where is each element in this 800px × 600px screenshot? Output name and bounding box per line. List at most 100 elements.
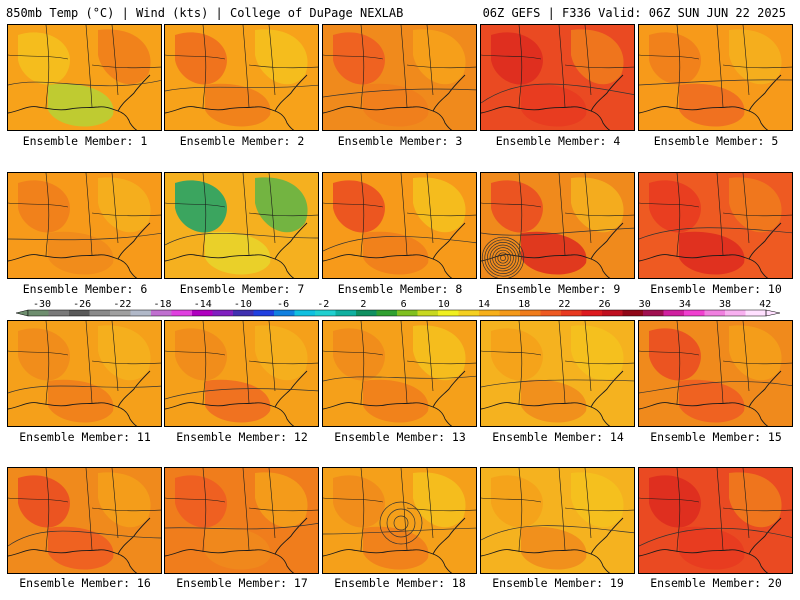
temperature-contour-fill — [521, 231, 587, 275]
coastline — [748, 222, 782, 260]
map-title: 850mb Temp (°C) | Wind (kts) | College o… — [6, 6, 404, 20]
state-border — [91, 64, 161, 69]
pressure-contour — [165, 233, 318, 246]
ensemble-member-map — [7, 467, 162, 574]
state-border — [639, 350, 700, 356]
ensemble-member-label: Ensemble Member: 8 — [337, 282, 463, 296]
colorbar-swatch — [274, 310, 295, 316]
ensemble-member-label: Ensemble Member: 9 — [495, 282, 621, 296]
colorbar-swatch — [499, 310, 521, 316]
coastline — [8, 549, 138, 573]
state-border — [558, 25, 566, 108]
state-border — [165, 350, 226, 356]
state-border — [111, 321, 119, 392]
state-border — [91, 507, 161, 512]
colorbar-swatch — [417, 310, 439, 316]
ensemble-member-map — [164, 467, 319, 574]
pressure-contour — [323, 236, 476, 252]
coastline — [274, 222, 308, 260]
ensemble-member-label: Ensemble Member: 20 — [650, 576, 782, 590]
temperature-contour-fill — [649, 180, 701, 233]
temperature-field — [165, 468, 318, 573]
cyclone-isobar — [489, 244, 517, 272]
state-border — [111, 25, 119, 96]
colorbar-swatch — [602, 310, 623, 316]
state-border — [722, 64, 792, 69]
temperature-contour-fill — [679, 379, 745, 423]
ensemble-member-label: Ensemble Member: 12 — [176, 430, 308, 444]
colorbar-swatch — [151, 310, 172, 316]
colorbar-tick-label: 10 — [438, 300, 450, 310]
state-border — [481, 497, 542, 503]
state-border — [45, 25, 50, 110]
state-border — [91, 360, 161, 365]
ensemble-member-map — [480, 172, 635, 279]
state-border — [400, 321, 408, 404]
state-border — [584, 25, 592, 96]
colorbar-swatch — [110, 310, 131, 316]
pressure-contour — [323, 88, 476, 98]
pressure-contour — [8, 385, 161, 394]
temperature-contour-fill — [255, 29, 308, 85]
state-border — [584, 321, 592, 392]
colorbar-swatch — [233, 310, 254, 316]
state-border — [676, 25, 681, 110]
temperature-colorbar: -30 -26 -22 -18 -14 -10 -6 -2 2 6 10 14 18 22 26 30 34 38… — [15, 300, 781, 317]
temperature-contour-fill — [18, 475, 70, 528]
state-border — [518, 321, 523, 406]
ensemble-member-map — [480, 467, 635, 574]
coastline — [748, 517, 782, 555]
coastline — [481, 106, 611, 130]
state-border — [202, 321, 207, 406]
state-border — [406, 64, 476, 69]
ensemble-member-map — [322, 320, 477, 427]
temperature-contour-fill — [48, 83, 114, 127]
state-border — [716, 321, 724, 404]
colorbar-swatch — [540, 310, 562, 316]
colorbar-tick-label: -10 — [234, 300, 252, 310]
ensemble-member-label: Ensemble Member: 10 — [650, 282, 782, 296]
ensemble-member-label: Ensemble Member: 5 — [653, 134, 779, 148]
ensemble-member-label: Ensemble Member: 17 — [176, 576, 308, 590]
state-border — [165, 202, 226, 208]
temperature-contour-fill — [18, 180, 70, 233]
ensemble-member-label: Ensemble Member: 15 — [650, 430, 782, 444]
temperature-contour-fill — [98, 177, 151, 233]
colorbar-swatch — [315, 310, 336, 316]
colorbar-tick-label: -14 — [194, 300, 212, 310]
temperature-field — [323, 173, 476, 278]
colorbar-tick-label: 26 — [598, 300, 610, 310]
temperature-contour-fill — [48, 379, 114, 423]
state-border — [165, 54, 226, 60]
state-border — [584, 173, 592, 244]
state-border — [45, 468, 50, 553]
temperature-contour-fill — [413, 177, 466, 233]
temperature-contour-fill — [175, 180, 227, 233]
temperature-contour-fill — [48, 526, 114, 570]
temperature-contour-fill — [649, 328, 701, 381]
cyclone-isobar — [481, 236, 525, 278]
state-border — [85, 321, 93, 404]
colorbar-tick-label: 22 — [558, 300, 570, 310]
state-border — [564, 212, 634, 217]
state-border — [111, 173, 119, 244]
coastline — [117, 74, 151, 112]
colorbar-tick-label: -2 — [317, 300, 329, 310]
temperature-field — [639, 468, 792, 573]
temperature-contour-fill — [363, 83, 429, 127]
state-border — [85, 173, 93, 256]
temperature-field — [639, 173, 792, 278]
state-border — [85, 468, 93, 551]
temperature-contour-fill — [491, 328, 543, 381]
pressure-contour — [639, 381, 792, 394]
temperature-contour-fill — [521, 83, 587, 127]
temperature-field — [481, 321, 634, 426]
temperature-contour-fill — [98, 472, 151, 528]
colorbar-swatch — [48, 310, 70, 316]
ensemble-member-map — [7, 24, 162, 131]
colorbar-tick-label: 6 — [401, 300, 407, 310]
colorbar-swatch — [130, 310, 152, 316]
colorbar-tick-label: -6 — [277, 300, 289, 310]
temperature-contour-fill — [413, 325, 466, 381]
temperature-contour-fill — [205, 526, 271, 570]
